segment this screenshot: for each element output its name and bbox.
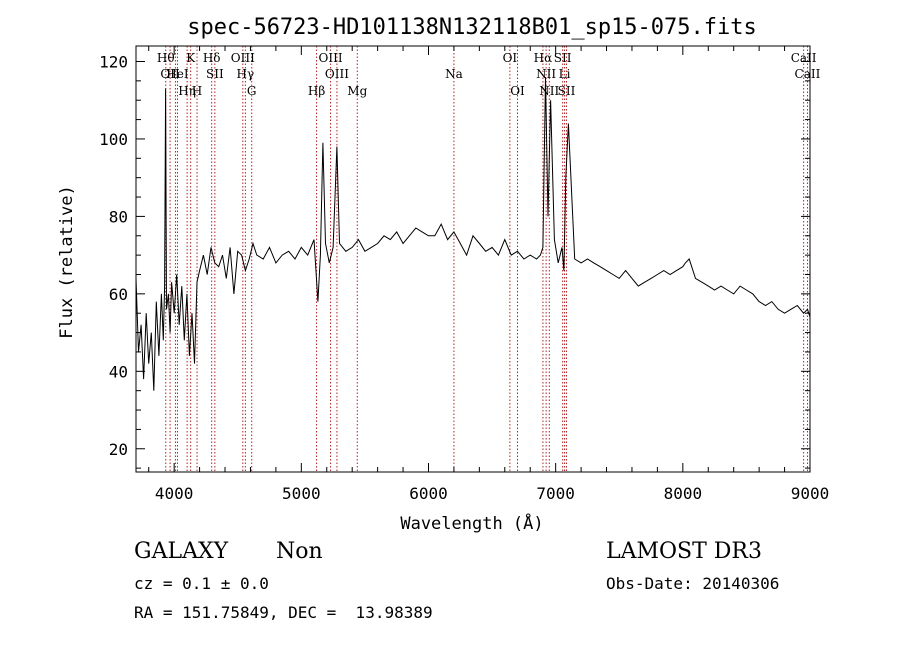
line-marker-label: H (192, 84, 202, 98)
line-marker-label: OIII (325, 67, 349, 81)
line-marker-label: Hγ (237, 67, 255, 81)
y-tick-label: 40 (109, 362, 128, 381)
y-tick-label: 80 (109, 207, 128, 226)
line-marker-label: CaII (791, 51, 817, 65)
y-tick-label: 100 (99, 130, 128, 149)
line-marker-label: Hδ (203, 51, 221, 65)
x-tick-label: 9000 (791, 484, 830, 503)
line-marker-label: SII (206, 67, 224, 81)
x-tick-label: 6000 (409, 484, 448, 503)
y-tick-label: 120 (99, 52, 128, 71)
line-marker-label: Na (445, 67, 463, 81)
line-marker-label: K (186, 51, 196, 65)
x-tick-label: 8000 (664, 484, 703, 503)
x-axis-ticks: 4000 5000 6000 7000 8000 9000 (148, 46, 830, 503)
line-marker-label: NII (536, 67, 556, 81)
line-marker-label: OIII (319, 51, 343, 65)
y-axis-ticks: 20 40 60 80 100 120 (99, 52, 810, 469)
line-marker-label: CaII (795, 67, 821, 81)
survey-label: LAMOST DR3 (606, 539, 762, 564)
line-marker-label: OII (160, 67, 180, 81)
plot-frame (135, 45, 811, 473)
line-markers (165, 46, 808, 472)
x-axis-label: Wavelength (Å) (400, 512, 543, 534)
line-marker-label: SII (554, 51, 572, 65)
object-subclass-label: Non (276, 539, 323, 564)
line-marker-label: NII (539, 84, 559, 98)
line-marker-label: Mg (347, 84, 367, 98)
line-marker-label: Hθ (157, 51, 175, 65)
object-class-label: GALAXY (134, 539, 229, 564)
line-marker-label: G (247, 84, 257, 98)
chart-title: spec-56723-HD101138N132118B01_sp15-075.f… (187, 15, 757, 40)
line-marker-label: OI (510, 84, 525, 98)
spectrum-line (135, 76, 811, 391)
line-marker-label: Hη (178, 84, 196, 98)
x-tick-label: 4000 (155, 484, 194, 503)
redshift-text: cz = 0.1 ± 0.0 (134, 574, 269, 593)
observation-date: Obs-Date: 20140306 (606, 574, 780, 593)
line-marker-label: HeI (166, 67, 189, 81)
line-marker-label: Li (559, 67, 571, 81)
x-tick-label: 5000 (282, 484, 321, 503)
line-marker-label: SII (558, 84, 576, 98)
x-tick-label: 7000 (536, 484, 575, 503)
y-tick-label: 60 (109, 285, 128, 304)
line-marker-label: OIII (231, 51, 255, 65)
line-marker-label: Hα (534, 51, 553, 65)
y-axis-label: Flux (relative) (57, 185, 77, 339)
coordinates-text: RA = 151.75849, DEC = 13.98389 (134, 603, 433, 622)
y-tick-label: 20 (109, 440, 128, 459)
line-marker-label: OI (503, 51, 518, 65)
line-marker-label: Hβ (308, 84, 325, 98)
